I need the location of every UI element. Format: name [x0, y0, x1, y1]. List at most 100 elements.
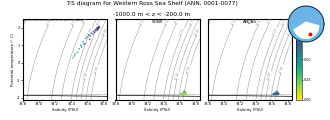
Point: [272, 93, 277, 95]
Point: [180, 93, 185, 95]
Point: [273, 91, 279, 93]
X-axis label: Salinity (PSU): Salinity (PSU): [52, 108, 79, 112]
X-axis label: Salinity (PSU): Salinity (PSU): [144, 108, 171, 112]
Point: [273, 93, 279, 94]
Point: [182, 93, 188, 95]
Point: [180, 93, 185, 95]
Point: [180, 93, 185, 94]
Point: [273, 93, 278, 95]
Point: [271, 93, 276, 95]
Point: [271, 93, 276, 95]
Point: [273, 93, 279, 95]
Text: 27.75: 27.75: [281, 17, 289, 26]
Point: [182, 90, 187, 92]
Text: 27.90: 27.90: [94, 64, 100, 74]
Point: [92, 31, 97, 33]
Point: [275, 93, 280, 95]
Point: [274, 93, 280, 95]
Point: [182, 93, 187, 95]
Text: 27.70: 27.70: [87, 27, 94, 37]
Text: 27.60: 27.60: [267, 15, 274, 25]
Title: NROC10: NROC10: [291, 14, 307, 18]
Text: 27.85: 27.85: [287, 27, 294, 36]
Point: [88, 35, 93, 37]
Point: [179, 93, 184, 95]
Point: [182, 93, 187, 94]
Text: 27.80: 27.80: [267, 71, 273, 80]
Point: [179, 93, 184, 95]
Text: 27.60: 27.60: [82, 15, 89, 25]
Text: 27.75: 27.75: [96, 17, 104, 26]
Point: [182, 93, 188, 95]
Text: 27.80: 27.80: [175, 71, 181, 80]
Text: 27.25: 27.25: [139, 17, 146, 26]
Point: [274, 93, 280, 94]
Point: [181, 93, 186, 94]
Text: 27.80: 27.80: [82, 71, 88, 80]
Point: [82, 44, 87, 45]
Point: [273, 93, 278, 95]
Point: [181, 91, 186, 93]
Text: 27.70: 27.70: [179, 27, 186, 37]
Text: SONS: SONS: [152, 20, 163, 24]
Text: 27.90: 27.90: [279, 64, 285, 74]
Point: [274, 93, 280, 95]
Point: [276, 93, 281, 94]
Point: [181, 93, 186, 95]
Point: [272, 93, 277, 95]
Point: [72, 55, 77, 57]
Point: [272, 93, 277, 95]
Point: [90, 33, 95, 35]
Point: [86, 34, 91, 36]
Text: 27.75: 27.75: [189, 17, 196, 26]
Point: [79, 46, 84, 48]
Text: 27.90: 27.90: [186, 64, 192, 74]
Text: 27.85: 27.85: [194, 27, 202, 36]
Point: [275, 91, 280, 93]
Point: [93, 29, 98, 31]
Point: [87, 38, 92, 40]
Point: [276, 93, 281, 95]
Point: [94, 27, 99, 29]
Point: [179, 93, 184, 95]
Text: 27.25: 27.25: [231, 17, 239, 26]
Point: [93, 30, 99, 32]
Text: 27.60: 27.60: [175, 15, 182, 25]
Point: [97, 26, 102, 28]
Text: 27.85: 27.85: [102, 27, 109, 36]
Text: AMJJAS: AMJJAS: [243, 20, 257, 24]
Point: [96, 27, 101, 29]
Point: [271, 93, 276, 95]
Text: 27.50: 27.50: [256, 17, 264, 26]
Point: [273, 93, 278, 94]
Point: [83, 37, 88, 39]
Point: [91, 30, 96, 32]
Point: [182, 91, 188, 93]
Point: [181, 93, 186, 95]
Text: 20190214-alpha20.piControl.r4i0.105.pBCv3.ICC.remipa: 20190214-alpha20.piControl.r4i0.105.pBCv…: [24, 20, 84, 21]
Text: T-S diagram for Western Ross Sea Shelf (ANN, 0001-0077): T-S diagram for Western Ross Sea Shelf (…: [66, 1, 238, 6]
Point: [182, 93, 187, 95]
Point: [275, 93, 280, 95]
Point: [82, 43, 87, 45]
Polygon shape: [288, 6, 324, 42]
Point: [183, 93, 189, 94]
Text: 27.50: 27.50: [72, 17, 79, 26]
Point: [78, 44, 83, 46]
X-axis label: Salinity (PSU): Salinity (PSU): [237, 108, 263, 112]
Text: 27.25: 27.25: [47, 17, 54, 26]
Point: [180, 93, 185, 95]
Point: [75, 51, 80, 53]
Point: [274, 90, 280, 92]
Y-axis label: Potential temperature (° C): Potential temperature (° C): [11, 33, 15, 86]
Point: [73, 53, 78, 55]
Text: -1000.0 m < z < -200.0 m: -1000.0 m < z < -200.0 m: [113, 12, 190, 17]
Point: [95, 28, 100, 30]
Text: 27.70: 27.70: [272, 27, 279, 37]
Point: [183, 93, 189, 95]
Point: [273, 93, 279, 95]
Point: [180, 93, 185, 95]
Point: [95, 29, 100, 31]
Text: 27.50: 27.50: [164, 17, 171, 26]
Point: [84, 36, 90, 38]
